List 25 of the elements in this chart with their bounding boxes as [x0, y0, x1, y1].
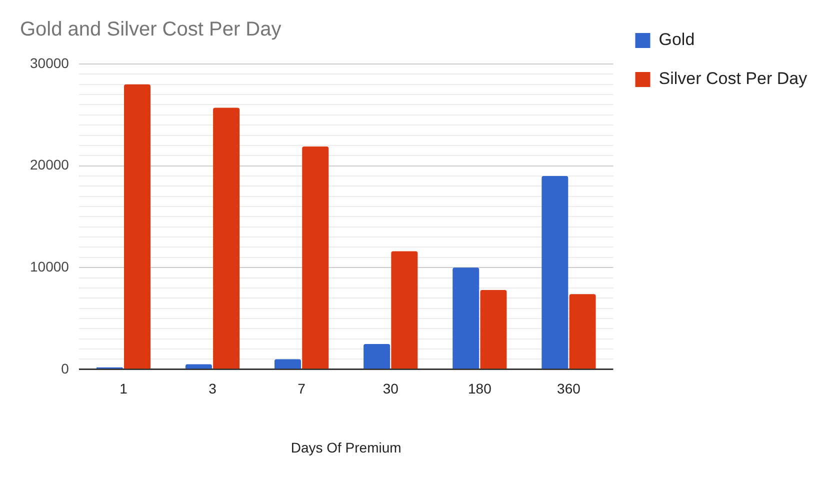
bar	[185, 364, 212, 369]
bar	[452, 268, 480, 369]
chart-title: Gold and Silver Cost Per Day	[20, 18, 282, 41]
bar	[213, 108, 240, 369]
x-tick-label: 1	[120, 380, 128, 397]
x-tick-label: 3	[208, 380, 217, 397]
x-tick-label: 7	[298, 380, 306, 397]
bar	[274, 359, 302, 369]
bar	[480, 290, 507, 369]
legend-label: Gold	[658, 30, 695, 50]
x-axis-title: Days Of Premium	[290, 439, 402, 456]
x-tick-label: 180	[468, 380, 492, 397]
y-tick-label: 0	[61, 360, 70, 376]
bar	[569, 294, 596, 369]
legend-label: Silver Cost Per Day	[658, 69, 808, 88]
y-tick-label: 20000	[30, 156, 70, 173]
bar	[302, 146, 329, 369]
y-tick-label: 30000	[30, 54, 70, 71]
bar	[364, 344, 390, 369]
bar	[391, 251, 418, 369]
bar	[542, 176, 568, 369]
x-tick-label: 30	[382, 380, 399, 397]
y-tick-label: 10000	[30, 258, 70, 274]
x-tick-label: 360	[557, 380, 581, 397]
bar	[124, 84, 151, 369]
